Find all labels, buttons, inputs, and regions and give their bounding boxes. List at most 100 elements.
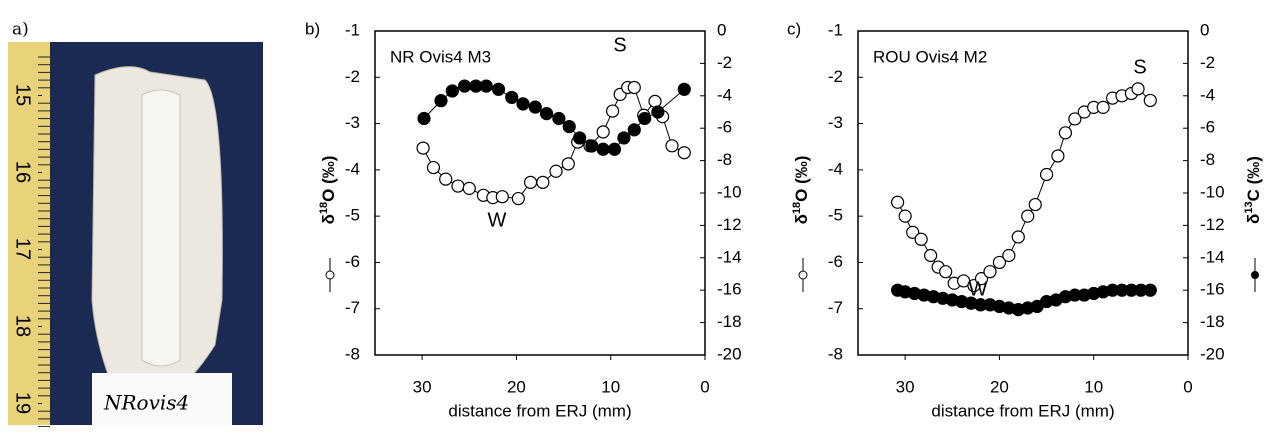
data-point bbox=[495, 190, 509, 204]
y2-tick-label: -12 bbox=[717, 215, 742, 234]
y-tick-label: -5 bbox=[828, 206, 843, 225]
data-point bbox=[638, 111, 652, 126]
data-point bbox=[1028, 197, 1042, 212]
y2-tick-label: -20 bbox=[1200, 344, 1225, 363]
data-point bbox=[1143, 93, 1157, 108]
annotation: W bbox=[488, 209, 507, 231]
y-tick-label: -4 bbox=[828, 159, 843, 178]
y2-tick-label: -2 bbox=[717, 53, 732, 72]
y2-tick-label: -4 bbox=[717, 85, 732, 104]
data-point bbox=[491, 82, 506, 96]
data-point bbox=[457, 79, 472, 93]
y2-tick-label: -10 bbox=[717, 182, 742, 201]
y2-tick-label: -20 bbox=[717, 344, 742, 363]
axis-title-part: δ bbox=[319, 214, 338, 224]
data-point bbox=[1051, 149, 1065, 163]
axis-title-part: O (‰) bbox=[792, 156, 811, 202]
y-tick-label: -1 bbox=[345, 20, 360, 39]
data-point bbox=[426, 160, 441, 175]
y-tick-label: -2 bbox=[828, 67, 843, 86]
axis-title: δ18O (‰) bbox=[318, 156, 339, 225]
plot-frame bbox=[374, 30, 706, 356]
axis-title-part: 13 bbox=[1243, 201, 1255, 213]
data-point bbox=[607, 142, 622, 156]
y2-tick-label: -12 bbox=[1200, 215, 1225, 234]
data-point bbox=[505, 90, 519, 105]
axis-title-part: δ bbox=[1244, 214, 1263, 224]
axis-title-part: 18 bbox=[791, 202, 803, 214]
x-axis-title: distance from ERJ (mm) bbox=[931, 401, 1114, 420]
inset-title: ROU Ovis4 M2 bbox=[873, 47, 987, 66]
x-tick-label: 30 bbox=[896, 377, 915, 396]
data-point bbox=[417, 111, 431, 126]
data-point bbox=[596, 125, 610, 139]
x-tick-label: 30 bbox=[413, 377, 432, 396]
y-tick-label: -7 bbox=[345, 298, 360, 317]
x-tick-label: 0 bbox=[1183, 377, 1192, 396]
x-tick-label: 10 bbox=[601, 377, 620, 396]
ruler-label: 18 bbox=[12, 315, 34, 337]
data-point bbox=[528, 100, 542, 114]
data-point bbox=[627, 123, 641, 137]
data-point bbox=[511, 191, 525, 206]
x-tick-label: 0 bbox=[700, 377, 709, 396]
data-point bbox=[523, 175, 538, 189]
data-point bbox=[923, 248, 938, 263]
axis-title-part: 18 bbox=[318, 202, 330, 214]
photo-panel: a) NRovis4 bbox=[8, 20, 263, 425]
data-point bbox=[992, 255, 1007, 270]
y-tick-label: -8 bbox=[345, 344, 360, 363]
tooth-ridge bbox=[141, 89, 181, 367]
data-point bbox=[1131, 82, 1145, 96]
data-point bbox=[605, 104, 620, 118]
data-point bbox=[572, 131, 587, 145]
data-point bbox=[906, 225, 920, 239]
y-tick-label: -5 bbox=[345, 206, 360, 225]
ruler-label: 15 bbox=[12, 84, 34, 106]
legend-marker bbox=[1251, 271, 1259, 279]
data-point bbox=[1011, 230, 1025, 244]
data-point bbox=[1021, 209, 1035, 223]
y2-tick-label: -8 bbox=[717, 150, 732, 169]
data-point bbox=[536, 175, 550, 189]
y-tick-label: -7 bbox=[828, 298, 843, 317]
legend-marker bbox=[798, 270, 808, 280]
data-point bbox=[539, 107, 554, 121]
ruler bbox=[8, 42, 50, 425]
y2-tick-label: -14 bbox=[1200, 247, 1225, 266]
inset-title: NR Ovis4 M3 bbox=[390, 47, 491, 66]
annotation: W bbox=[969, 278, 988, 300]
data-point bbox=[617, 131, 631, 145]
y2-tick-label: -6 bbox=[717, 118, 732, 137]
tag-card bbox=[92, 373, 232, 425]
y-tick-label: -1 bbox=[828, 20, 843, 39]
y2-tick-label: -16 bbox=[717, 280, 742, 299]
x-axis-title: distance from ERJ (mm) bbox=[448, 401, 631, 420]
x-tick-label: 10 bbox=[1084, 377, 1103, 396]
y2-tick-label: -18 bbox=[1200, 312, 1225, 331]
data-point bbox=[665, 139, 679, 153]
axis-title-part: δ bbox=[792, 214, 811, 224]
data-point bbox=[983, 265, 997, 279]
data-point bbox=[1002, 248, 1016, 263]
data-point bbox=[1058, 126, 1073, 140]
y2-tick-label: 0 bbox=[717, 20, 726, 39]
data-point bbox=[1096, 100, 1110, 114]
y2-tick-label: -14 bbox=[717, 247, 742, 266]
data-point bbox=[898, 209, 912, 223]
y2-tick-label: -18 bbox=[717, 312, 742, 331]
data-point bbox=[914, 232, 928, 246]
y2-tick-label: -10 bbox=[1200, 182, 1225, 201]
data-point bbox=[677, 82, 691, 96]
data-point bbox=[451, 179, 465, 193]
annotation: S bbox=[613, 34, 626, 56]
data-point bbox=[585, 139, 599, 153]
y2-tick-label: -6 bbox=[1200, 118, 1215, 137]
y2-tick-label: 0 bbox=[1200, 20, 1209, 39]
data-point bbox=[561, 157, 575, 171]
axis-title: δ13C (‰) bbox=[1243, 156, 1264, 224]
data-point bbox=[445, 84, 459, 98]
y-tick-label: -2 bbox=[345, 67, 360, 86]
y-tick-label: -8 bbox=[828, 344, 843, 363]
